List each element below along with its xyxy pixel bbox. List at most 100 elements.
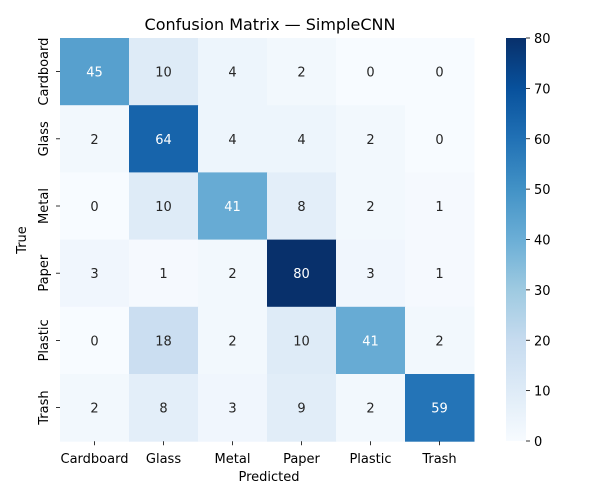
x-axis-ticks: Cardboard Glass Metal Paper Plastic Trash (61, 441, 457, 467)
cell-value-label: 2 (297, 66, 305, 81)
cell-value-label: 9 (297, 402, 305, 417)
x-tick-label: Metal (215, 452, 251, 467)
heatmap-cell (336, 306, 406, 375)
y-axis-ticks: Cardboard Glass Metal Paper Plastic Trash (37, 38, 60, 426)
chart-title: Confusion Matrix — SimpleCNN (145, 15, 396, 34)
colorbar-tick-label: 60 (534, 133, 551, 148)
cell-value-label: 4 (228, 66, 236, 81)
heatmap-cell (129, 172, 199, 241)
cell-value-label: 0 (435, 133, 443, 148)
y-tick-label: Trash (37, 390, 52, 425)
cell-value-label: 1 (435, 200, 443, 215)
y-tick-label: Metal (37, 188, 52, 224)
cell-value-label: 4 (228, 133, 236, 148)
heatmap-cell (267, 306, 337, 375)
colorbar-tick-label: 20 (534, 334, 551, 349)
y-tick-label: Glass (37, 121, 52, 156)
cell-value-label: 45 (86, 66, 103, 81)
cell-value-label: 64 (155, 133, 172, 148)
heatmap-cell (267, 239, 337, 308)
cell-value-label: 10 (155, 200, 172, 215)
heatmap-cell (129, 38, 199, 106)
colorbar-tick-label: 40 (534, 234, 551, 249)
cell-value-label: 1 (159, 267, 167, 282)
colorbar (506, 38, 526, 441)
heatmap-cell (336, 172, 406, 241)
cell-value-label: 18 (155, 334, 172, 349)
cell-value-label: 0 (90, 334, 98, 349)
cell-value-label: 2 (228, 334, 236, 349)
cell-value-label: 1 (435, 267, 443, 282)
heatmap-cell (60, 239, 130, 308)
heatmap-cell (336, 239, 406, 308)
cell-value-label: 2 (228, 267, 236, 282)
cell-value-label: 3 (90, 267, 98, 282)
cell-value-label: 41 (362, 334, 379, 349)
heatmap-cell (60, 38, 130, 106)
heatmap-cell (405, 374, 475, 442)
heatmap-cell (198, 172, 268, 241)
cell-value-label: 2 (90, 133, 98, 148)
y-tick-label: Plastic (37, 319, 52, 361)
heatmap-cell (198, 105, 268, 173)
heatmap-cell (267, 374, 337, 442)
heatmap-cell (60, 374, 130, 442)
heatmap-cell (198, 239, 268, 308)
heatmap-cells: 45 10 4 2 0 02 64 4 4 2 00 10 41 8 2 13 1 2 80 3 10 18 2 10 41 22… (60, 38, 475, 442)
y-tick-label: Cardboard (37, 38, 52, 106)
cell-value-label: 8 (159, 402, 167, 417)
cell-value-label: 2 (435, 334, 443, 349)
heatmap-cell (336, 105, 406, 173)
cell-value-label: 10 (293, 334, 310, 349)
cell-value-label: 10 (155, 66, 172, 81)
y-axis-label: True (15, 226, 30, 255)
heatmap-cell (405, 172, 475, 241)
cell-value-label: 2 (366, 200, 374, 215)
x-tick-label: Glass (146, 452, 181, 467)
heatmap-cell (129, 306, 199, 375)
cell-value-label: 41 (224, 200, 241, 215)
cell-value-label: 2 (366, 402, 374, 417)
heatmap-cell (267, 105, 337, 173)
heatmap-cell (336, 38, 406, 106)
heatmap-cell (129, 374, 199, 442)
heatmap-cell (60, 105, 130, 173)
heatmap-cell (405, 306, 475, 375)
colorbar-tick-label: 0 (534, 435, 542, 450)
colorbar-ticks: 0 10 20 30 40 50 60 70 80 (526, 32, 551, 450)
heatmap-cell (198, 306, 268, 375)
cell-value-label: 3 (366, 267, 374, 282)
heatmap-cell (267, 38, 337, 106)
cell-value-label: 80 (293, 267, 310, 282)
heatmap-cell (336, 374, 406, 442)
heatmap-cell (60, 306, 130, 375)
colorbar-tick-label: 70 (534, 82, 551, 97)
x-tick-label: Trash (421, 452, 456, 467)
x-tick-label: Plastic (349, 452, 391, 467)
heatmap-cell (405, 239, 475, 308)
x-tick-label: Cardboard (61, 452, 129, 467)
heatmap-cell (198, 374, 268, 442)
cell-value-label: 0 (366, 66, 374, 81)
cell-value-label: 8 (297, 200, 305, 215)
heatmap-cell (129, 239, 199, 308)
colorbar-tick-label: 80 (534, 32, 551, 47)
cell-value-label: 2 (90, 402, 98, 417)
colorbar-tick-label: 30 (534, 284, 551, 299)
heatmap-cell (129, 105, 199, 173)
heatmap-cell (60, 172, 130, 241)
colorbar-tick-label: 10 (534, 385, 551, 400)
cell-value-label: 0 (90, 200, 98, 215)
heatmap-cell (405, 38, 475, 106)
y-tick-label: Paper (37, 254, 52, 291)
x-axis-label: Predicted (238, 470, 299, 485)
heatmap-cell (267, 172, 337, 241)
x-tick-label: Paper (283, 452, 320, 467)
cell-value-label: 3 (228, 402, 236, 417)
cell-value-label: 59 (431, 402, 448, 417)
cell-value-label: 4 (297, 133, 305, 148)
heatmap-cell (405, 105, 475, 173)
colorbar-tick-label: 50 (534, 183, 551, 198)
cell-value-label: 2 (366, 133, 374, 148)
